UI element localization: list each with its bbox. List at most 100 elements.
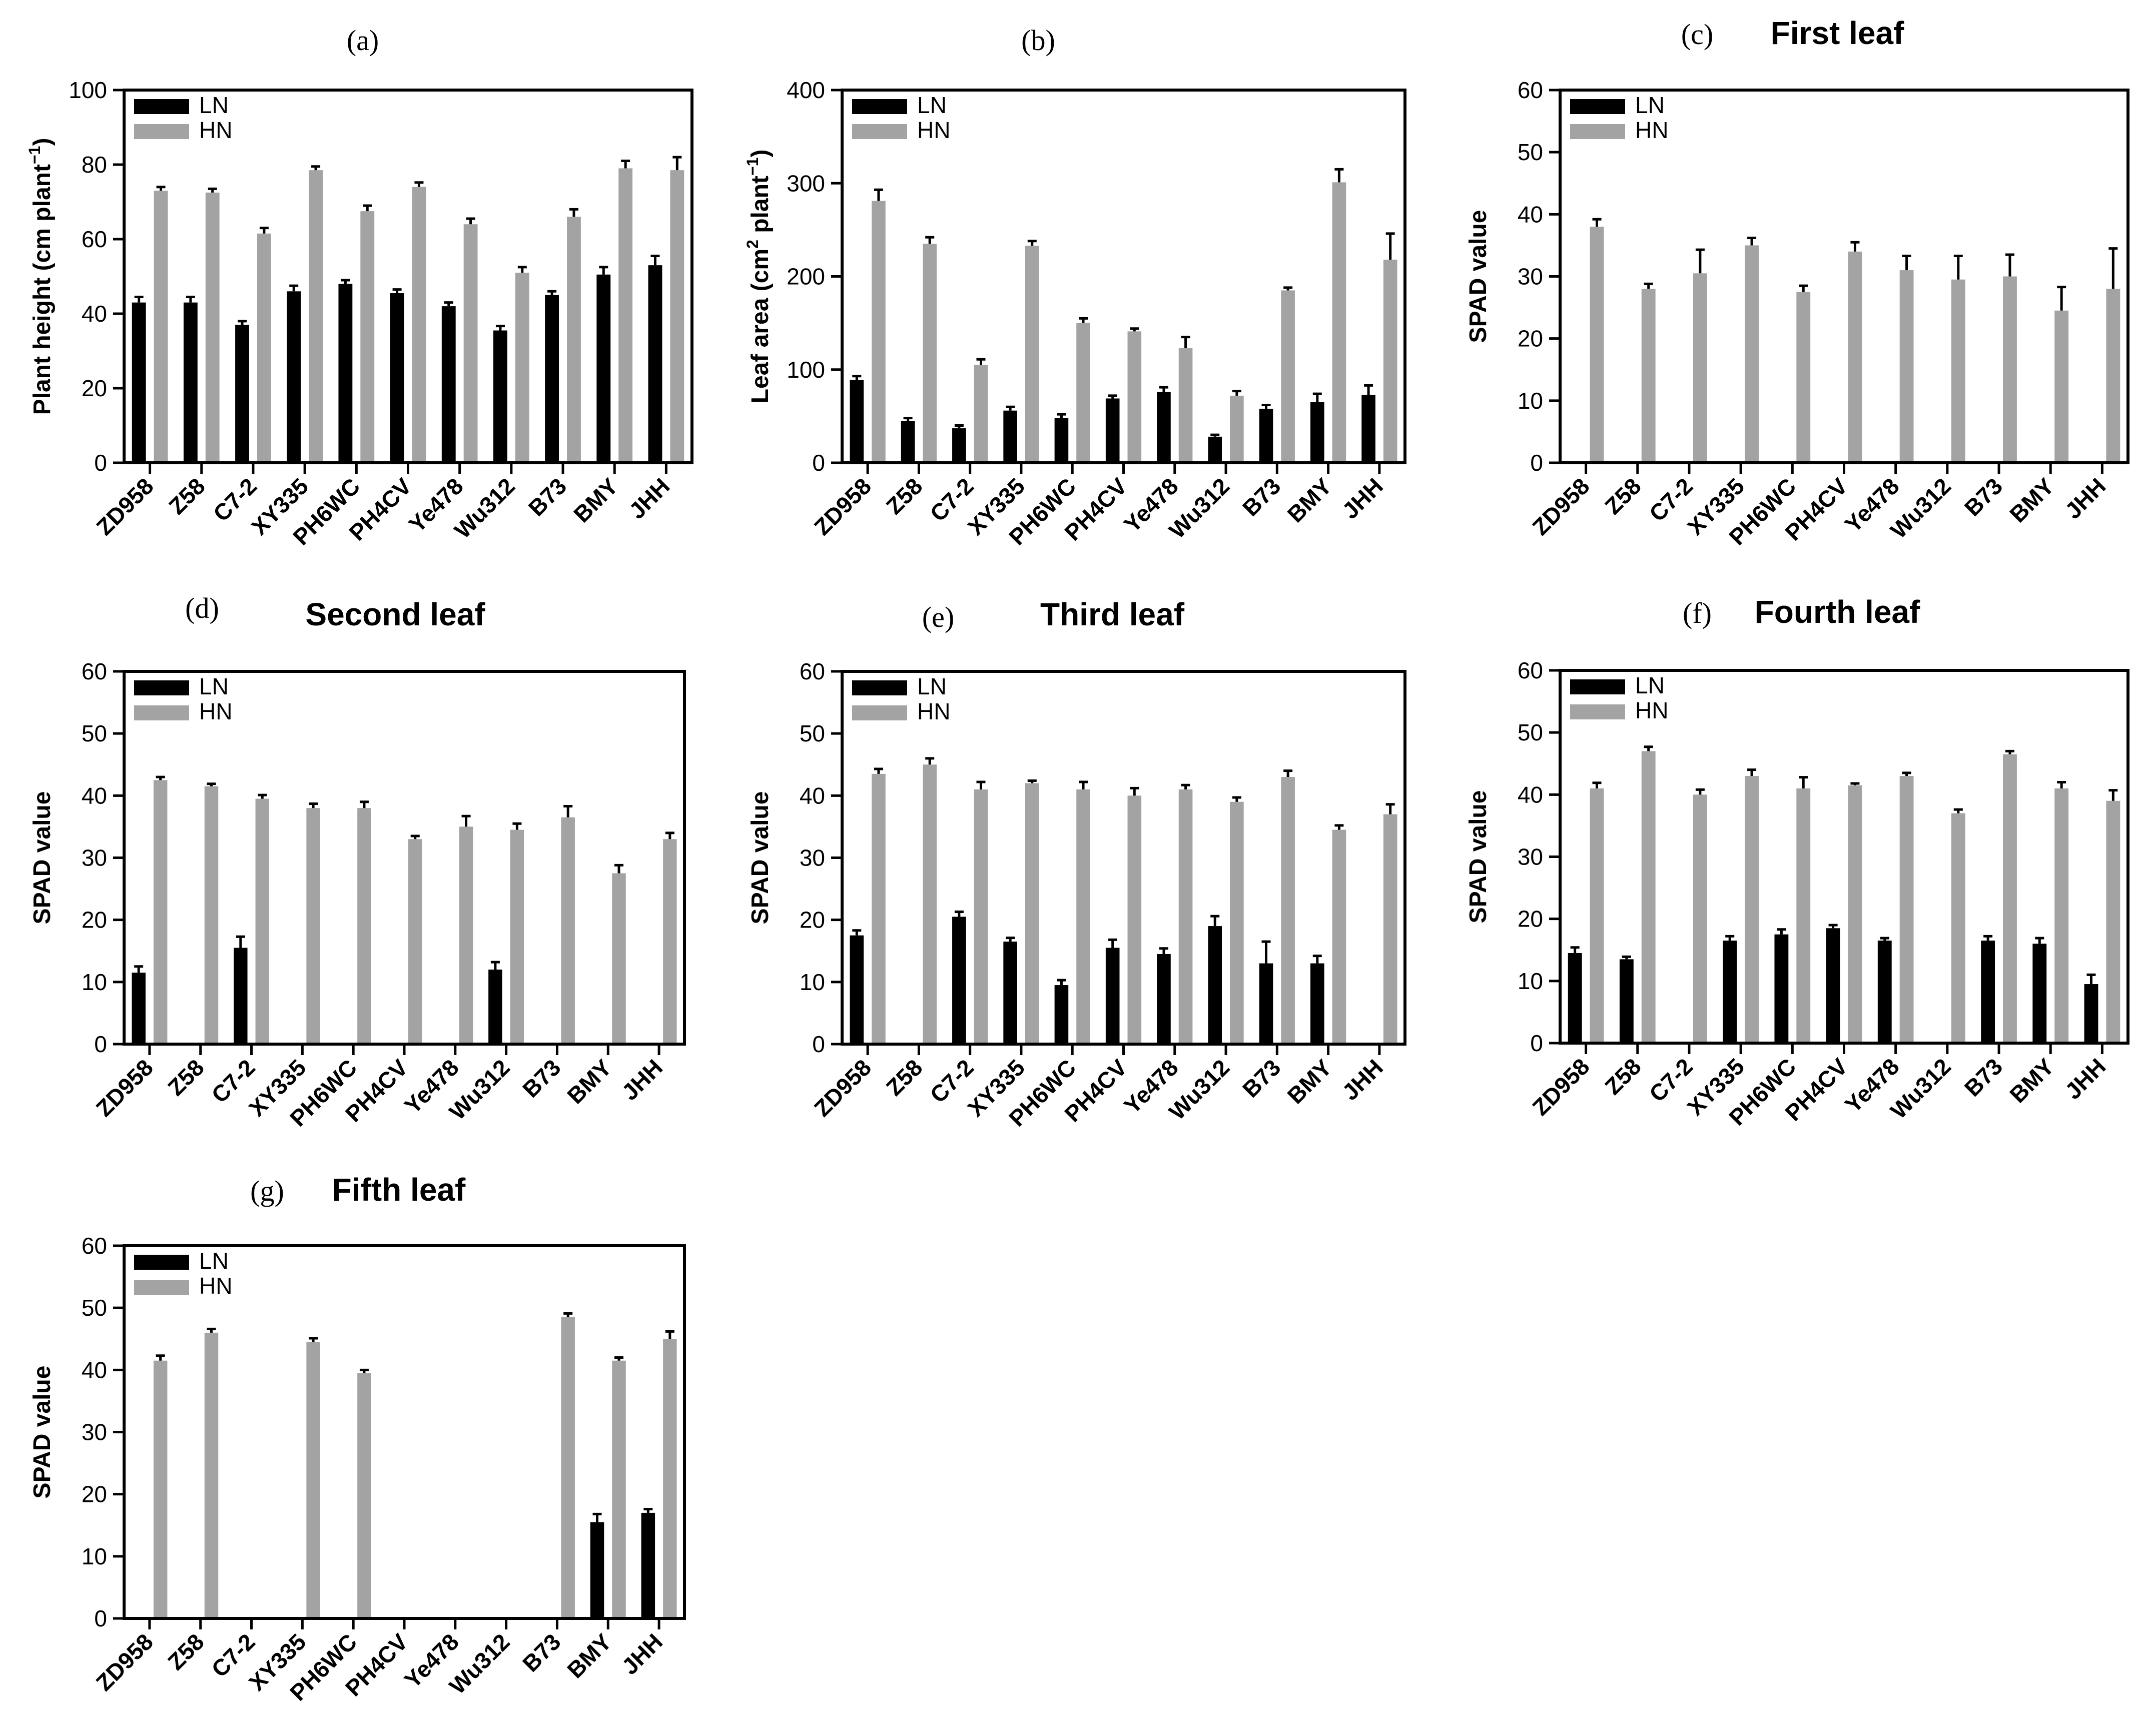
x-tick-label: ZD958	[91, 1054, 158, 1121]
bar-hn	[2106, 800, 2120, 1043]
x-tick-label: ZD958	[809, 473, 876, 540]
plot-frame	[123, 1244, 686, 1620]
y-tick-label: 0	[94, 450, 107, 476]
x-tick-label: Z58	[164, 473, 210, 519]
bar-hn	[1693, 273, 1707, 463]
chart-panel-5: (e) Third leaf 0 10 20 30 40 50 60 SPAD value ZD95…	[747, 596, 1406, 1132]
chart-panel-3: (c) First leaf 0 10 20 30 40 50 60 SPAD value ZD95…	[1465, 15, 2129, 550]
bar-ln	[493, 330, 507, 463]
y-tick-label: 200	[787, 264, 825, 290]
bar-ln	[132, 302, 146, 463]
bar-hn	[2054, 788, 2069, 1043]
y-tick-label: 20	[82, 1481, 107, 1507]
bar-hn	[1693, 794, 1707, 1043]
y-axis-title: SPAD value	[747, 791, 774, 925]
panel-letter: (e)	[922, 601, 954, 633]
x-tick-label: B73	[1237, 1054, 1285, 1102]
legend-label-hn: HN	[1635, 697, 1668, 723]
bar-hn	[663, 1339, 677, 1618]
bar-ln	[1003, 410, 1017, 463]
bar-hn	[515, 273, 529, 463]
bar-hn	[357, 808, 371, 1044]
bar-hn	[1641, 289, 1656, 463]
y-axis-title-sup: 2	[744, 240, 762, 249]
bar-ln	[1723, 941, 1737, 1043]
y-axis-title-part: )	[29, 138, 56, 146]
y-tick-label: 0	[1530, 450, 1543, 476]
bar-ln	[1310, 402, 1324, 463]
x-tick-label: Z58	[1600, 1053, 1646, 1100]
bar-hn	[1332, 182, 1346, 463]
x-tick-label: JHH	[2060, 473, 2111, 524]
bar-hn	[1332, 829, 1346, 1044]
x-tick-label: Z58	[1600, 473, 1646, 519]
x-tick-label: BMY	[1282, 1054, 1337, 1109]
bar-hn	[612, 873, 626, 1044]
x-tick-label: JHH	[1337, 473, 1388, 524]
bar-hn	[408, 839, 422, 1044]
legend-label-hn: HN	[917, 698, 950, 724]
bar-hn	[1899, 776, 1914, 1043]
bar-ln	[287, 291, 301, 463]
y-axis-title: SPAD value	[1465, 790, 1492, 924]
y-tick-label: 10	[1518, 968, 1543, 994]
bar-ln	[590, 1522, 604, 1618]
bar-hn	[561, 1317, 575, 1618]
x-tick-label: B73	[517, 1628, 565, 1676]
bar-hn	[2054, 310, 2069, 463]
bar-ln	[1826, 928, 1840, 1043]
y-tick-label: 100	[787, 357, 825, 383]
bar-hn	[1796, 292, 1811, 463]
bar-hn	[923, 764, 937, 1044]
x-tick-label: JHH	[616, 1628, 667, 1679]
x-tick-label: ZD958	[91, 473, 158, 540]
bar-ln	[2032, 944, 2047, 1043]
y-axis-title-part: )	[747, 150, 774, 158]
legend-swatch-ln	[1570, 679, 1625, 694]
y-tick-label: 80	[82, 152, 107, 178]
bar-hn	[1951, 813, 1965, 1043]
bar-hn	[1641, 751, 1656, 1043]
x-tick-label: BMY	[2004, 473, 2059, 527]
x-tick-label: BMY	[2004, 1053, 2059, 1108]
bar-hn	[974, 365, 988, 463]
y-axis-title-sup: −1	[26, 146, 44, 164]
y-tick-label: 10	[800, 969, 825, 995]
legend-label-hn: HN	[917, 117, 950, 143]
y-tick-label: 50	[82, 720, 107, 746]
y-tick-label: 10	[1518, 388, 1543, 414]
x-tick-label: B73	[1959, 473, 2007, 521]
y-tick-label: 300	[787, 170, 825, 196]
x-tick-label: JHH	[616, 1054, 667, 1105]
panel-title: Third leaf	[1040, 596, 1185, 632]
y-axis-title-part: SPAD value	[29, 1366, 56, 1499]
bar-hn	[459, 826, 473, 1044]
y-tick-label: 60	[82, 226, 107, 252]
bar-hn	[1230, 395, 1244, 463]
bar-hn	[510, 829, 524, 1044]
plot-frame	[1559, 89, 2129, 464]
bar-hn	[306, 1342, 320, 1618]
bar-ln	[1105, 398, 1120, 463]
panel-letter: (g)	[250, 1175, 284, 1207]
legend-swatch-ln	[134, 680, 189, 695]
bar-hn	[1848, 785, 1862, 1043]
bar-ln	[901, 421, 915, 463]
bar-hn	[2003, 754, 2017, 1043]
legend-swatch-hn	[852, 705, 907, 720]
y-tick-label: 400	[787, 77, 825, 103]
bar-hn	[872, 201, 886, 463]
bar-hn	[1076, 323, 1090, 463]
bar-hn	[1025, 783, 1039, 1044]
y-tick-label: 50	[1518, 719, 1543, 745]
x-tick-label: ZD958	[91, 1628, 158, 1695]
y-axis-title: Leaf area (cm2 plant−1)	[744, 150, 774, 404]
x-tick-label: B73	[1237, 473, 1285, 521]
y-axis-title-part: SPAD value	[29, 791, 56, 925]
bar-ln	[1259, 963, 1273, 1044]
y-tick-label: 40	[82, 782, 107, 808]
chart-panel-6: (f) Fourth leaf 0 10 20 30 40 50 60 SPAD value ZD9…	[1465, 594, 2129, 1131]
x-tick-label: B73	[1959, 1053, 2007, 1101]
bar-hn	[204, 786, 219, 1044]
bar-hn	[1899, 270, 1914, 463]
